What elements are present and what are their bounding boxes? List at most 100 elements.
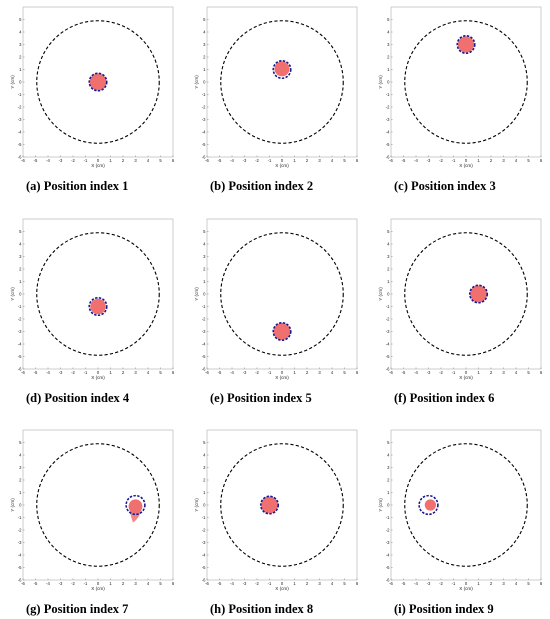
x-tick-label: -6 [21, 581, 25, 586]
y-tick-label: -6 [202, 154, 206, 159]
y-tick-label: -3 [18, 117, 22, 122]
x-tick-label: -5 [218, 158, 222, 163]
x-tick-label: 4 [331, 370, 334, 375]
x-tick-label: 0 [465, 581, 468, 586]
y-tick-label: 5 [203, 17, 206, 22]
y-tick-label: -2 [18, 104, 22, 109]
boundary-circle [36, 443, 160, 567]
x-tick-label: -2 [439, 158, 443, 163]
panel-caption: (d) Position index 4 [26, 391, 130, 405]
x-tick-label: -3 [427, 158, 431, 163]
x-tick-label: 4 [331, 581, 334, 586]
x-tick-label: 2 [490, 581, 493, 586]
y-tick-label: 3 [387, 465, 390, 470]
y-tick-label: 1 [387, 279, 390, 284]
y-tick-label: -3 [18, 540, 22, 545]
x-tick-label: 4 [515, 581, 518, 586]
x-tick-label: 1 [293, 370, 296, 375]
y-tick-label: 3 [387, 254, 390, 259]
y-tick-label: 5 [19, 17, 22, 22]
y-tick-label: 1 [203, 279, 206, 284]
position-plot: -6 -5 -4 -3 -2 -1 0 1 2 3 4 5 6 -6 -5 -4 -3 -2 -1 0 1 2 3 4 5 X (… [194, 429, 359, 591]
panel-caption: (a) Position index 1 [26, 179, 129, 193]
y-tick-label: -6 [202, 577, 206, 582]
y-tick-label: 1 [19, 67, 22, 72]
x-tick-label: -1 [452, 370, 456, 375]
y-tick-label: 1 [19, 490, 22, 495]
y-tick-label: 2 [203, 477, 206, 482]
y-tick-label: 1 [387, 67, 390, 72]
panel-4: -6 -5 -4 -3 -2 -1 0 1 2 3 4 5 6 -6 -5 -4 -3 -2 -1 0 1 2 3 4 5 X (… [10, 217, 175, 383]
reconstruction-blob [128, 499, 143, 514]
x-tick-label: 6 [356, 581, 359, 586]
y-tick-label: 5 [387, 229, 390, 234]
y-tick-label: -3 [386, 117, 390, 122]
y-tick-label: -6 [386, 154, 390, 159]
x-tick-label: -4 [46, 581, 50, 586]
y-tick-label: -1 [386, 515, 390, 520]
reconstruction-blob [470, 285, 487, 303]
y-tick-label: 2 [19, 266, 22, 271]
y-tick-label: -4 [18, 552, 22, 557]
y-tick-label: -5 [18, 565, 22, 570]
x-tick-label: 5 [343, 370, 346, 375]
plot-area [22, 218, 174, 370]
reconstruction-blob [274, 61, 290, 77]
x-tick-label: 0 [465, 370, 468, 375]
y-tick-label: 4 [203, 452, 206, 457]
y-tick-label: 3 [203, 254, 206, 259]
y-tick-label: -6 [386, 366, 390, 371]
y-axis-label: Y (cm) [194, 75, 199, 89]
y-axis-label: Y (cm) [378, 498, 383, 512]
y-tick-label: -1 [202, 304, 206, 309]
x-tick-label: 1 [109, 158, 112, 163]
y-tick-label: -3 [386, 329, 390, 334]
x-tick-label: 5 [343, 581, 346, 586]
x-tick-label: -6 [389, 581, 393, 586]
x-tick-label: -5 [34, 581, 38, 586]
x-tick-label: -4 [46, 158, 50, 163]
y-tick-label: 0 [387, 79, 390, 84]
y-tick-label: 3 [19, 465, 22, 470]
y-tick-label: -1 [386, 92, 390, 97]
y-tick-label: -5 [18, 142, 22, 147]
y-tick-label: -5 [386, 354, 390, 359]
x-tick-label: 5 [527, 158, 530, 163]
x-tick-label: -1 [84, 581, 88, 586]
y-tick-label: 5 [19, 229, 22, 234]
x-tick-label: 1 [293, 158, 296, 163]
y-tick-label: -5 [202, 354, 206, 359]
x-tick-label: 5 [159, 581, 162, 586]
y-tick-label: 3 [203, 465, 206, 470]
x-axis-label: X (cm) [459, 163, 473, 168]
x-tick-label: 5 [159, 158, 162, 163]
reconstruction-blob [89, 73, 107, 91]
panel-caption: (i) Position index 9 [394, 602, 494, 616]
reconstruction-blob [90, 298, 106, 315]
y-tick-label: -4 [386, 341, 390, 346]
y-tick-label: 5 [19, 440, 22, 445]
y-tick-label: 1 [19, 279, 22, 284]
y-tick-label: 4 [387, 241, 390, 246]
y-tick-label: 5 [203, 229, 206, 234]
y-tick-label: 3 [19, 254, 22, 259]
y-tick-label: 2 [387, 54, 390, 59]
x-tick-label: -1 [268, 370, 272, 375]
boundary-circle [404, 232, 528, 356]
y-tick-label: 2 [203, 54, 206, 59]
y-tick-label: 3 [203, 42, 206, 47]
y-tick-label: 4 [387, 452, 390, 457]
y-tick-label: -4 [18, 129, 22, 134]
x-tick-label: 4 [147, 581, 150, 586]
x-tick-label: 6 [172, 158, 175, 163]
x-axis-label: X (cm) [459, 375, 473, 380]
target-outline [456, 34, 476, 55]
x-tick-label: 1 [477, 158, 480, 163]
position-plot: -6 -5 -4 -3 -2 -1 0 1 2 3 4 5 6 -6 -5 -4 -3 -2 -1 0 1 2 3 4 5 X (… [10, 218, 175, 380]
position-plot: -6 -5 -4 -3 -2 -1 0 1 2 3 4 5 6 -6 -5 -4 -3 -2 -1 0 1 2 3 4 5 X (… [10, 429, 175, 591]
y-axis-label: Y (cm) [10, 498, 15, 512]
reconstruction-blob [261, 496, 278, 514]
x-tick-label: 2 [122, 370, 125, 375]
x-tick-label: -3 [59, 581, 63, 586]
x-tick-label: -3 [243, 370, 247, 375]
